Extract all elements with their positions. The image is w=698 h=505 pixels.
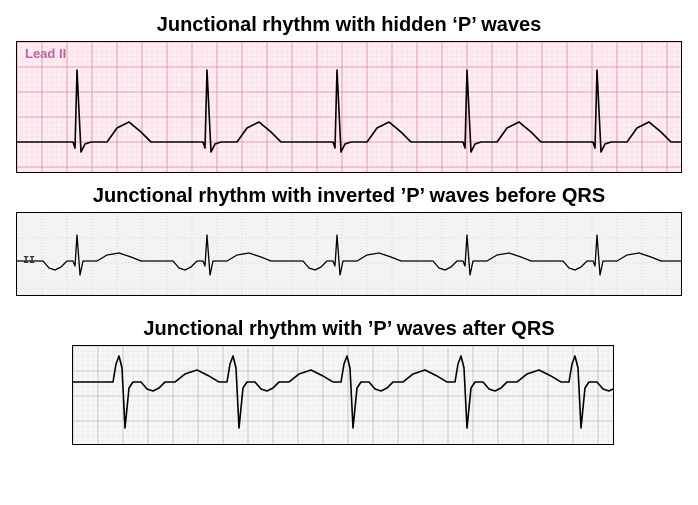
- ecg-strip-3: [72, 345, 614, 445]
- lead-label: II: [23, 255, 35, 266]
- title-strip-3: Junctional rhythm with ’P’ waves after Q…: [12, 318, 686, 341]
- ecg-strip-2: II: [16, 212, 682, 296]
- lead-label: Lead II: [25, 46, 66, 61]
- title-strip-1: Junctional rhythm with hidden ‘P’ waves: [12, 14, 686, 37]
- ecg-strip-1: Lead II: [16, 41, 682, 173]
- title-strip-2: Junctional rhythm with inverted ’P’ wave…: [12, 185, 686, 208]
